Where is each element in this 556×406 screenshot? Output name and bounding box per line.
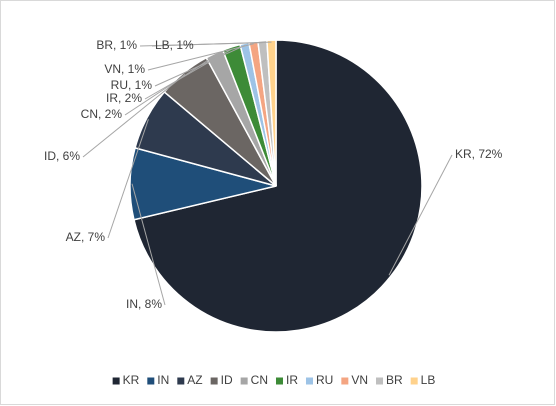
- legend-label: KR: [123, 373, 140, 387]
- data-label: CN, 2%: [81, 107, 123, 121]
- data-label: ID, 6%: [44, 149, 80, 163]
- leader-line: [388, 154, 453, 276]
- legend-label: IN: [157, 373, 169, 387]
- legend-label: LB: [421, 373, 436, 387]
- data-label: VN, 1%: [104, 62, 145, 76]
- data-label: IN, 8%: [126, 297, 162, 311]
- data-label: LB, 1%: [155, 38, 194, 52]
- legend-swatch: [376, 377, 384, 385]
- legend-label: AZ: [187, 373, 202, 387]
- data-label: AZ, 7%: [66, 230, 106, 244]
- legend: KR IN AZ ID CN IR RU VN BR LB: [112, 373, 436, 387]
- leader-line: [107, 119, 149, 239]
- leader-line: [154, 44, 246, 87]
- legend-label: CN: [251, 373, 268, 387]
- legend-swatch: [305, 377, 313, 385]
- legend-swatch: [112, 377, 120, 385]
- leader-line: [131, 183, 166, 306]
- legend-swatch: [410, 377, 418, 385]
- leader-line: [82, 74, 186, 158]
- legend-label: RU: [316, 373, 333, 387]
- legend-swatch: [147, 377, 155, 385]
- legend-swatch: [275, 377, 283, 385]
- legend-label: IR: [286, 373, 298, 387]
- leader-line: [151, 41, 272, 47]
- legend-swatch: [341, 377, 349, 385]
- legend-swatch: [177, 377, 185, 385]
- legend-swatch: [210, 377, 218, 385]
- pie-slice: [133, 39, 423, 333]
- legend-label: VN: [351, 373, 368, 387]
- data-label: RU, 1%: [111, 78, 153, 92]
- leader-line: [147, 43, 254, 71]
- legend-label: ID: [221, 373, 233, 387]
- data-label: IR, 2%: [106, 91, 142, 105]
- data-label: KR, 72%: [455, 147, 503, 161]
- legend-swatch: [240, 377, 248, 385]
- pie-slice: [266, 39, 277, 187]
- data-label: BR, 1%: [96, 38, 137, 52]
- legend-label: BR: [386, 373, 403, 387]
